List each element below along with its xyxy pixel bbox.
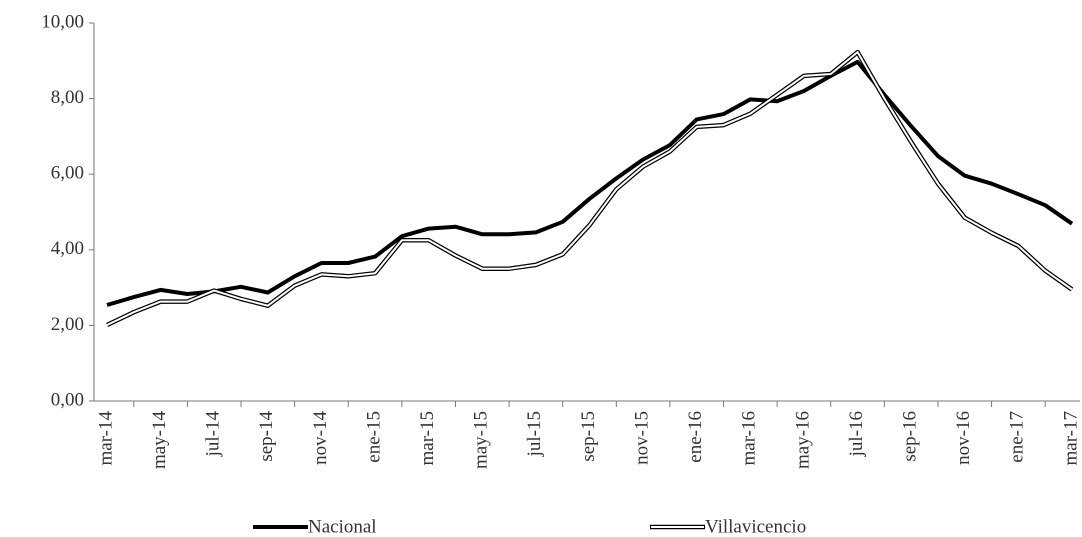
- x-tick-label: sep-16: [900, 411, 921, 462]
- x-tick-label: mar-15: [417, 411, 438, 466]
- x-tick-label: mar-14: [95, 411, 116, 466]
- x-tick-label: ene-15: [363, 411, 384, 463]
- x-tick-label: may-15: [471, 411, 492, 469]
- series-line: [106, 59, 1074, 307]
- x-tick-label: nov-16: [953, 411, 974, 465]
- x-tick-label: jul-16: [846, 411, 867, 457]
- x-tick-label: mar-16: [739, 411, 760, 466]
- y-tick-label: 2,00: [51, 314, 84, 335]
- x-tick-label: ene-17: [1007, 411, 1028, 463]
- x-tick-label: mar-17: [1060, 411, 1081, 466]
- x-tick-label: sep-15: [578, 411, 599, 462]
- y-tick-label: 4,00: [51, 238, 84, 259]
- legend-label: Nacional: [308, 516, 377, 537]
- x-tick-label: may-14: [149, 411, 170, 470]
- series-line-inner: [106, 51, 1073, 326]
- y-tick-label: 0,00: [51, 389, 84, 410]
- y-tick-label: 6,00: [51, 163, 84, 184]
- x-tick-label: nov-14: [310, 411, 331, 465]
- series-line: [106, 49, 1074, 328]
- y-tick-label: 8,00: [51, 87, 84, 108]
- x-tick-label: ene-16: [685, 411, 706, 463]
- y-tick-label: 10,00: [41, 11, 84, 32]
- x-tick-label: may-16: [792, 411, 813, 469]
- x-tick-label: sep-14: [256, 411, 277, 462]
- legend-label: Villavicencio: [705, 516, 806, 537]
- x-tick-label: jul-15: [524, 411, 545, 457]
- x-tick-label: jul-14: [203, 411, 224, 458]
- x-tick-label: nov-15: [631, 411, 652, 465]
